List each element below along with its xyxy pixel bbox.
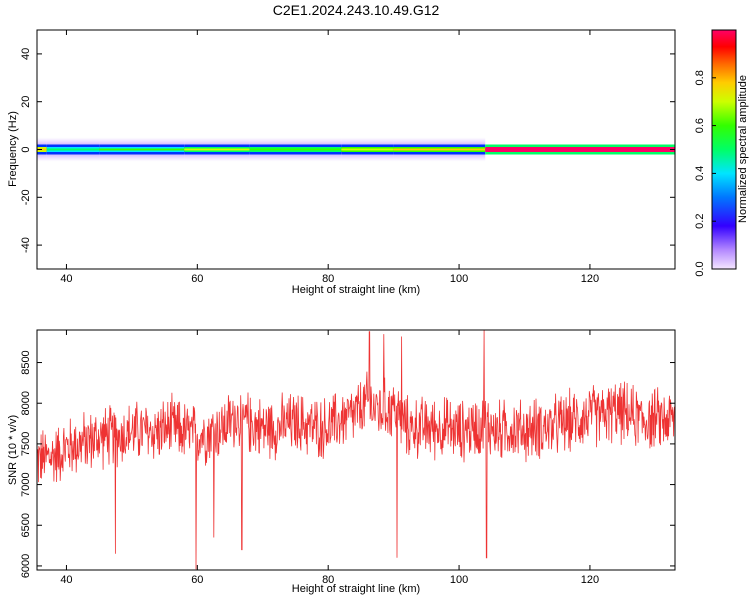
snr-x-axis-label: Height of straight line (km) [292,583,420,595]
colorbar-tick-label: 0.2 [694,214,706,229]
colorbar-frame [711,29,737,270]
spectrogram-y-tick-label: 40 [20,48,32,60]
colorbar-tick-label: 0.4 [694,166,706,181]
spectrogram-y-ticks: -40 -20 0 20 40 [20,48,675,253]
colorbar-tick-label: 0.8 [694,70,706,85]
figure-title: C2E1.2024.243.10.49.G12 [273,2,440,18]
spectrogram-band [37,137,675,162]
spectrogram-peak-4 [249,148,342,151]
spectrogram-x-tick-label: 120 [581,273,599,285]
spectrogram-y-tick-label: 0 [20,146,32,152]
spectrogram-y-axis-label: Frequency (Hz) [7,111,19,187]
snr-y-tick-label: 8000 [20,391,32,415]
spectrogram-peak-3 [184,148,250,151]
spectrogram-x-ticks: 40 60 80 100 120 [60,30,599,285]
spectrogram-y-tick-label: 20 [20,96,32,108]
snr-x-tick-label: 60 [191,574,203,586]
spectrogram-y-tick-label: -40 [20,237,32,253]
spectrogram-x-tick-label: 100 [450,273,468,285]
snr-x-ticks: 40 60 80 100 120 [60,330,599,586]
snr-x-tick-label: 120 [581,574,599,586]
snr-x-tick-label: 80 [322,574,334,586]
snr-y-tick-label: 6500 [20,513,32,537]
colorbar-gradient [712,30,736,269]
snr-panel: 40 60 80 100 120 6000 6500 7000 7500 8000 8500 He… [7,329,676,595]
snr-x-tick-label: 40 [60,574,72,586]
spectrogram-panel: 40 60 80 100 120 -40 -20 0 20 40 Height of strai… [7,29,676,296]
snr-y-tick-label: 6000 [20,554,32,578]
snr-y-tick-label: 7000 [20,472,32,496]
spectrogram-x-tick-label: 80 [322,273,334,285]
snr-series-line [37,330,675,570]
spectrogram-x-tick-label: 60 [191,273,203,285]
spectrogram-peak-7 [485,148,675,151]
snr-y-ticks: 6000 6500 7000 7500 8000 8500 [20,350,675,578]
snr-plot-area [37,330,675,570]
snr-x-tick-label: 100 [450,574,468,586]
spectrogram-peak-2 [99,148,185,151]
colorbar-label: Normalized spectral amplitude [737,75,749,223]
colorbar-tick-label: 0.0 [694,261,706,276]
spectrogram-peak-5 [341,148,394,151]
colorbar: 0.0 0.2 0.4 0.6 0.8 Normalized spectral ampl… [694,29,749,277]
snr-y-tick-label: 8500 [20,350,32,374]
snr-y-tick-label: 7500 [20,432,32,456]
spectrogram-peak-6 [393,148,486,151]
colorbar-ticks: 0.0 0.2 0.4 0.6 0.8 [694,70,716,277]
spectrogram-x-axis-label: Height of straight line (km) [292,284,420,296]
spectrogram-y-tick-label: -20 [20,189,32,205]
spectrogram-x-tick-label: 40 [60,273,72,285]
spectrogram-peak-1 [46,148,100,151]
snr-frame [36,329,676,571]
snr-y-axis-label: SNR (10 * v/v) [7,415,19,485]
colorbar-tick-label: 0.6 [694,118,706,133]
